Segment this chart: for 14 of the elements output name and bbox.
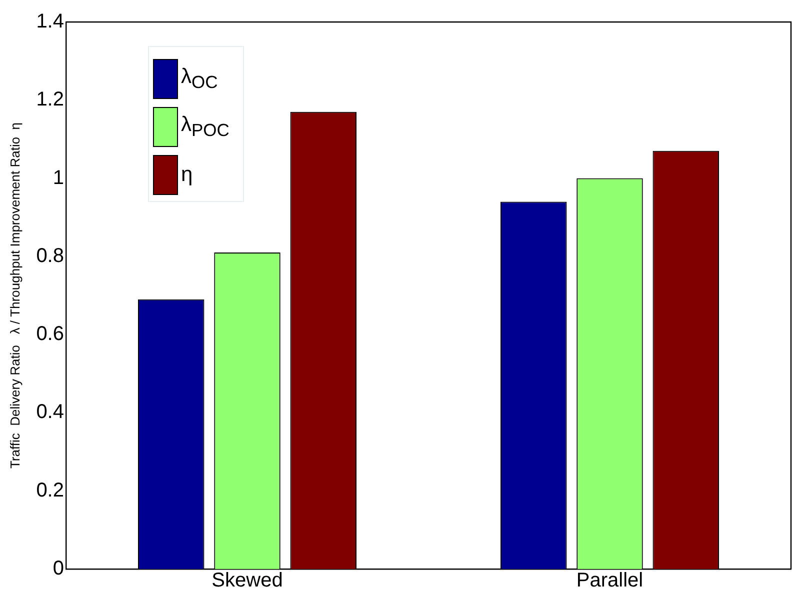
- legend-label: η: [181, 163, 193, 187]
- y-tick-label: 1.2: [36, 88, 64, 111]
- y-tick-label: 0.2: [36, 479, 64, 502]
- legend-label: λ$_{POC}$: [181, 112, 230, 142]
- y-tick-label: 1.4: [36, 10, 64, 33]
- y-tick-label: 1: [52, 166, 64, 189]
- legend-label: λ$_{OC}$: [181, 64, 218, 94]
- x-tick-label: Parallel: [576, 570, 644, 592]
- y-axis-title: Traffic Delivery Ratio λ / Throughput Improvement Ratio η: [7, 122, 22, 469]
- y-tick-label: 0.8: [36, 244, 64, 267]
- y-tick-label: 0: [52, 558, 64, 580]
- y-tick-label: 0.6: [36, 323, 64, 346]
- y-tick-label: 0.4: [36, 401, 64, 424]
- x-tick-label: Skewed: [212, 570, 283, 592]
